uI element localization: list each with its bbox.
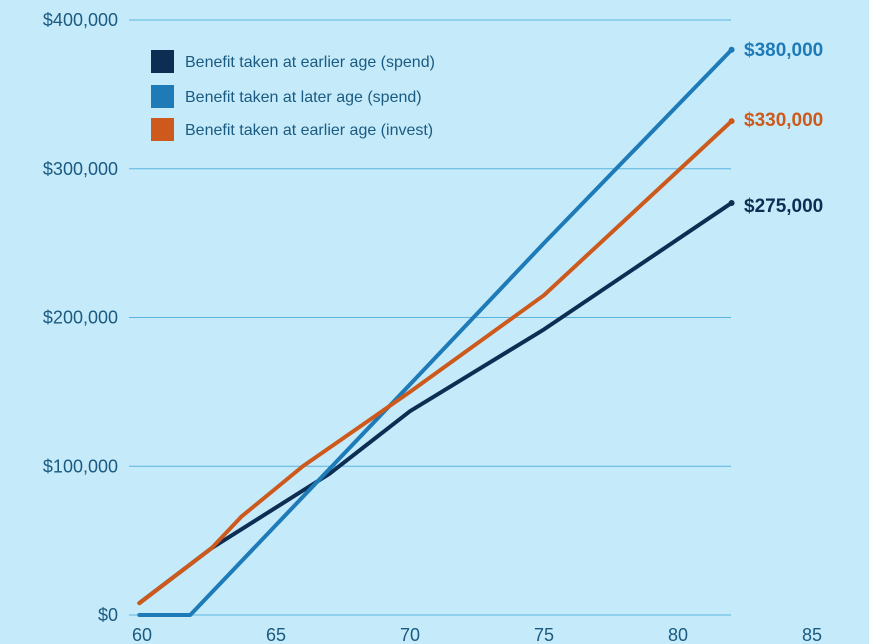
y-tick-label-3: $300,000 [43,159,118,179]
legend-swatch-2 [151,118,174,141]
legend-swatch-0 [151,50,174,73]
series-end-point-1 [728,46,735,53]
x-tick-label-5: 85 [802,625,822,644]
series-line-2 [137,119,734,606]
y-axis-ticks: $0 $100,000 $200,000 $300,000 $400,000 [43,10,118,625]
y-tick-label-4: $400,000 [43,10,118,30]
end-labels: $275,000 $380,000 $330,000 [744,40,823,217]
legend-label-2: Benefit taken at earlier age (invest) [185,122,433,139]
x-tick-label-0: 60 [132,625,152,644]
x-tick-label-4: 80 [668,625,688,644]
y-tick-label-1: $100,000 [43,456,118,476]
x-tick-label-3: 75 [534,625,554,644]
series-line-0 [137,200,734,606]
y-tick-label-0: $0 [98,605,118,625]
end-label-2: $330,000 [744,110,823,131]
series-lines [137,46,735,617]
series-end-point-2 [728,118,735,125]
series-line-1 [137,47,734,617]
x-tick-label-2: 70 [400,625,420,644]
legend: Benefit taken at earlier age (spend) Bene… [151,50,435,141]
x-tick-label-1: 65 [266,625,286,644]
end-label-1: $380,000 [744,40,823,61]
legend-label-1: Benefit taken at later age (spend) [185,89,422,106]
gridlines [129,19,731,616]
legend-label-0: Benefit taken at earlier age (spend) [185,54,435,71]
y-tick-label-2: $200,000 [43,308,118,328]
x-axis-ticks: 60 65 70 75 80 85 [132,625,822,644]
end-label-0: $275,000 [744,196,823,217]
legend-swatch-1 [151,85,174,108]
series-end-point-0 [728,199,735,206]
